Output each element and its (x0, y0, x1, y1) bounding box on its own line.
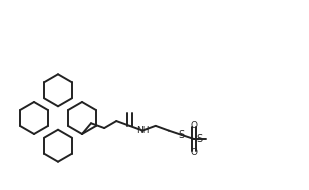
Text: O: O (191, 121, 197, 130)
Text: NH: NH (136, 126, 149, 135)
Text: S: S (196, 134, 202, 144)
Text: S: S (178, 130, 184, 140)
Text: O: O (191, 148, 197, 157)
